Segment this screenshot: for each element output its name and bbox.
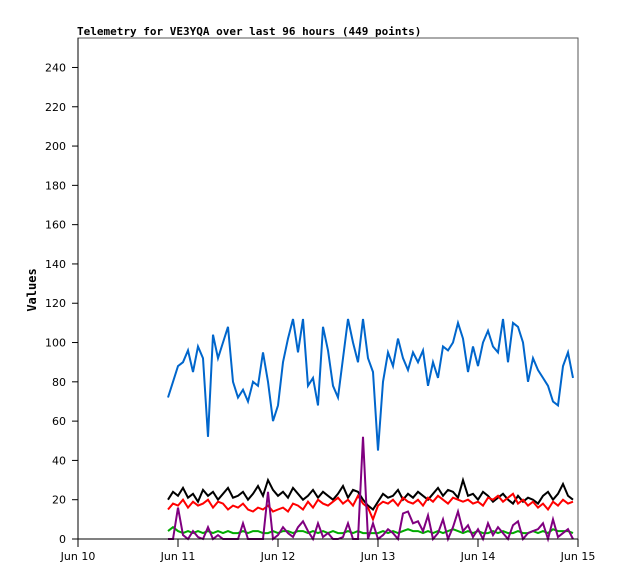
y-tick-label: 40 xyxy=(52,454,66,467)
x-tick-label: Jun 15 xyxy=(560,550,596,563)
series-layer xyxy=(167,318,574,543)
y-tick-label: 160 xyxy=(45,219,66,232)
y-tick-label: 60 xyxy=(52,415,66,428)
y-tick-label: 140 xyxy=(45,258,66,271)
plot-frame xyxy=(77,37,579,540)
x-tick-label: Jun 10 xyxy=(60,550,96,563)
y-tick-label: 100 xyxy=(45,337,66,350)
x-tick-label: Jun 11 xyxy=(160,550,196,563)
y-tick-label: 240 xyxy=(45,61,66,74)
y-tick-label: 220 xyxy=(45,101,66,114)
x-tick-label: Jun 12 xyxy=(260,550,296,563)
y-tick-label: 80 xyxy=(52,376,66,389)
y-tick-label: 0 xyxy=(59,533,66,546)
series-line-1 xyxy=(167,476,574,511)
axes-layer: 0 20 40 60 80 100 120 140 160 180 200 220 240 Jun 10 J… xyxy=(45,38,595,563)
series-line-2 xyxy=(167,492,574,523)
chart-title: Telemetry for VE3YQA over last 96 hours … xyxy=(77,25,421,38)
y-tick-label: 120 xyxy=(45,297,66,310)
series-line-0 xyxy=(167,318,574,451)
y-tick-label: 20 xyxy=(52,494,66,507)
x-tick-label: Jun 14 xyxy=(460,550,496,563)
x-tick-label: Jun 13 xyxy=(360,550,396,563)
y-axis-label: Values xyxy=(25,268,39,311)
y-tick-label: 180 xyxy=(45,179,66,192)
y-tick-label: 200 xyxy=(45,140,66,153)
